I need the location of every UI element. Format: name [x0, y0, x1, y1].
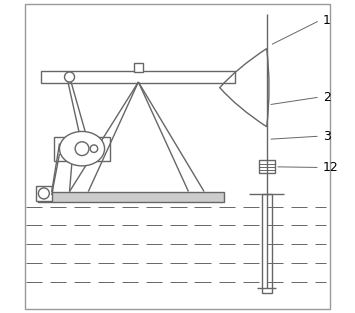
Bar	[262, 194, 272, 293]
Bar	[54, 137, 110, 161]
Bar	[41, 71, 235, 83]
Bar	[134, 63, 143, 72]
Ellipse shape	[60, 131, 105, 166]
Bar	[36, 186, 52, 201]
Circle shape	[38, 188, 49, 199]
Circle shape	[65, 72, 75, 82]
Text: 3: 3	[323, 130, 331, 143]
Circle shape	[75, 142, 89, 156]
Bar	[259, 160, 274, 173]
Text: 12: 12	[323, 161, 339, 174]
Text: 1: 1	[323, 14, 331, 27]
Bar	[38, 192, 224, 202]
Circle shape	[90, 145, 98, 152]
Text: 2: 2	[323, 90, 331, 104]
